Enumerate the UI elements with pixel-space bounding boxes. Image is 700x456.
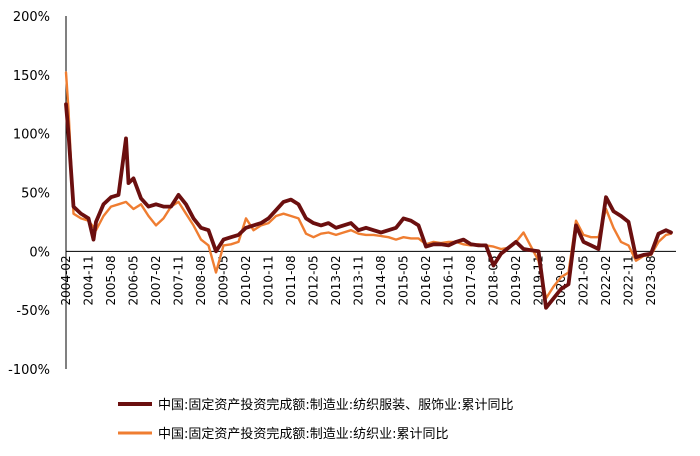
legend: 中国:固定资产投资完成额:制造业:纺织服装、服饰业:累计同比 中国:固定资产投资…	[118, 397, 514, 442]
y-tick-label: -100%	[8, 363, 50, 378]
x-tick-label: 2007-11	[172, 255, 186, 305]
x-tick-label: 2011-08	[284, 255, 298, 305]
x-tick-label: 2007-02	[149, 255, 163, 305]
y-tick-label: 200%	[13, 10, 50, 25]
y-tick-labels: -100% -50% 0% 50% 100% 150% 200%	[8, 10, 50, 378]
y-tick-label: 0%	[29, 245, 50, 260]
x-tick-label: 2006-05	[127, 255, 141, 305]
x-tick-label: 2019-02	[509, 255, 523, 305]
x-tick-label: 2008-08	[194, 255, 208, 305]
x-tick-label: 2014-08	[374, 255, 388, 305]
x-tick-label: 2016-02	[419, 255, 433, 305]
x-tick-label: 2004-11	[82, 255, 96, 305]
series-lines	[64, 71, 673, 310]
x-tick-label: 2013-02	[329, 255, 343, 305]
x-tick-label: 2018-05	[487, 255, 501, 305]
y-tick-label: 50%	[21, 187, 50, 202]
x-tick-label: 2009-05	[217, 255, 231, 305]
x-tick-label: 2005-08	[104, 255, 118, 305]
y-tick-label: 100%	[13, 128, 50, 143]
series-line-1	[64, 102, 673, 310]
x-tick-label: 2015-05	[397, 255, 411, 305]
x-tick-label: 2021-05	[577, 255, 591, 305]
legend-label-1: 中国:固定资产投资完成额:制造业:纺织服装、服饰业:累计同比	[158, 397, 514, 413]
x-tick-label: 2023-08	[644, 255, 658, 305]
x-tick-label: 2013-11	[352, 255, 366, 305]
x-tick-label: 2022-02	[599, 255, 613, 305]
x-tick-label: 2016-11	[442, 255, 456, 305]
x-tick-label: 2010-02	[239, 255, 253, 305]
y-tick-label: 150%	[13, 69, 50, 84]
x-tick-label: 2022-11	[622, 255, 636, 305]
x-tick-label: 2004-02	[59, 255, 73, 305]
x-tick-label: 2012-05	[307, 255, 321, 305]
x-tick-label: 2017-08	[464, 255, 478, 305]
x-tick-label: 2010-11	[262, 255, 276, 305]
y-tick-label: -50%	[16, 304, 50, 319]
legend-label-2: 中国:固定资产投资完成额:制造业:纺织业:累计同比	[158, 426, 449, 442]
